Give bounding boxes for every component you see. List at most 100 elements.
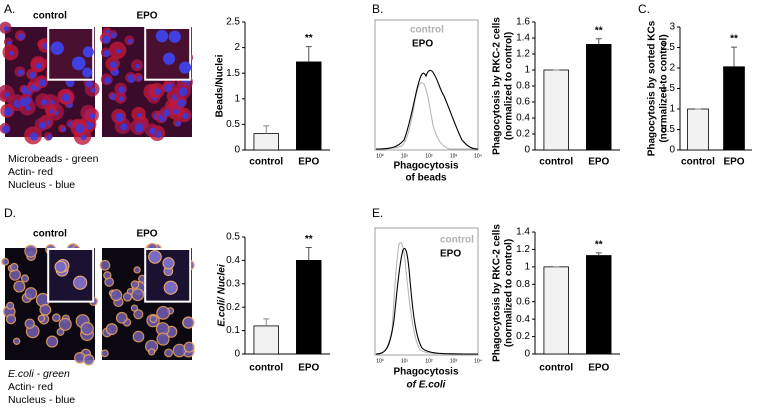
- y-tick-label: 0.2: [226, 302, 240, 313]
- cell: [24, 318, 35, 329]
- y-axis-title: Phagocytosis by sorted KCs: [647, 20, 658, 156]
- y-tick-label: 0: [234, 145, 240, 156]
- y-tick-label: 2.5: [661, 42, 675, 53]
- cell: [183, 341, 195, 353]
- y-axis-title: Phagocytosis by RKC-2 cells: [492, 224, 503, 362]
- nucleus: [148, 250, 162, 264]
- nucleus: [115, 112, 125, 122]
- bar: [543, 266, 569, 355]
- nucleus: [60, 126, 66, 132]
- y-axis-title: Phagocytosis by RKC-2 cells: [492, 17, 503, 155]
- x-tick-label: EPO: [588, 157, 609, 168]
- bar: [723, 66, 745, 151]
- cell: [99, 259, 111, 271]
- nucleus: [19, 97, 29, 107]
- nucleus: [73, 275, 88, 290]
- legend-entry: control: [440, 235, 474, 246]
- image-title: EPO: [136, 11, 157, 22]
- nucleus: [38, 78, 47, 87]
- nucleus: [75, 124, 85, 134]
- nucleus: [135, 63, 141, 69]
- y-axis-title: E.coli/ Nuclei: [217, 264, 228, 326]
- nucleus: [4, 107, 13, 117]
- cell: [132, 330, 145, 343]
- caption: Nucleus - blue: [8, 179, 75, 191]
- caption: Nucleus - blue: [8, 394, 75, 406]
- caption: Actin- red: [8, 166, 53, 178]
- y-tick-label: 1.4: [516, 227, 530, 238]
- nucleus: [182, 112, 189, 120]
- nucleus: [168, 30, 181, 43]
- micrograph: [0, 21, 100, 145]
- y-axis-title: (normalized to control): [659, 34, 670, 142]
- bar: [586, 44, 612, 151]
- flow-tick-label: 10²: [425, 153, 433, 159]
- nucleus: [82, 46, 94, 58]
- bar: [253, 133, 279, 151]
- nucleus: [118, 86, 126, 94]
- cell: [110, 289, 123, 302]
- y-tick-label: 0.4: [226, 255, 240, 266]
- cell: [24, 244, 38, 258]
- cell: [20, 274, 30, 283]
- panel-label: E.: [372, 206, 383, 220]
- x-tick-label: EPO: [298, 157, 319, 168]
- nucleus: [149, 127, 157, 135]
- nucleus: [46, 134, 53, 141]
- cell: [52, 313, 61, 322]
- nucleus: [111, 32, 117, 39]
- significance: **: [305, 234, 313, 245]
- error-bar: [263, 318, 270, 326]
- image-title: control: [33, 229, 67, 240]
- y-tick-label: 1: [669, 104, 675, 115]
- micrograph: [99, 242, 195, 360]
- flow-tick-label: 10⁴: [474, 358, 482, 364]
- y-tick-label: 0.8: [516, 81, 530, 92]
- flow-tick-label: 10⁰: [376, 358, 384, 364]
- cell: [82, 354, 95, 366]
- y-tick-label: 1.2: [516, 244, 530, 255]
- nucleus: [155, 29, 169, 43]
- nucleus: [154, 88, 161, 95]
- x-tick-label: control: [681, 157, 715, 168]
- nucleus: [162, 257, 175, 270]
- y-tick-label: 0.6: [516, 296, 530, 307]
- cell: [130, 304, 139, 312]
- nucleus: [127, 38, 133, 44]
- nucleus: [17, 69, 24, 76]
- nucleus: [175, 120, 182, 127]
- bar: [687, 108, 709, 151]
- flow-curve-epo: [375, 69, 479, 150]
- y-tick-label: 1: [524, 261, 530, 272]
- nucleus: [116, 48, 122, 54]
- flow-tick-label: 10²: [425, 358, 433, 364]
- nucleus: [103, 50, 111, 57]
- nucleus: [104, 76, 112, 84]
- y-tick-label: 1.5: [226, 68, 240, 79]
- y-tick-label: 0.5: [226, 119, 240, 130]
- nucleus: [110, 61, 118, 69]
- cell: [80, 321, 94, 336]
- cell: [131, 288, 145, 302]
- bar: [253, 325, 279, 355]
- nucleus: [102, 35, 111, 44]
- flow-tick-label: 10⁴: [474, 153, 482, 159]
- cell: [182, 316, 195, 329]
- panel-label: B.: [372, 2, 383, 16]
- significance: **: [595, 240, 603, 251]
- legend-entry: EPO: [412, 39, 433, 50]
- y-axis-title: Beads/Nuclei: [215, 54, 226, 117]
- y-tick-label: 1: [524, 65, 530, 76]
- cell: [164, 348, 173, 358]
- significance: **: [730, 34, 738, 45]
- micrograph: [99, 27, 194, 142]
- cell: [13, 280, 26, 293]
- y-tick-label: 0: [669, 145, 675, 156]
- significance: **: [595, 25, 603, 36]
- cell: [13, 337, 21, 345]
- error-bar: [305, 247, 312, 261]
- cell: [9, 262, 19, 272]
- image-title: EPO: [136, 229, 157, 240]
- nucleus: [4, 92, 10, 97]
- micrograph: [1, 243, 99, 366]
